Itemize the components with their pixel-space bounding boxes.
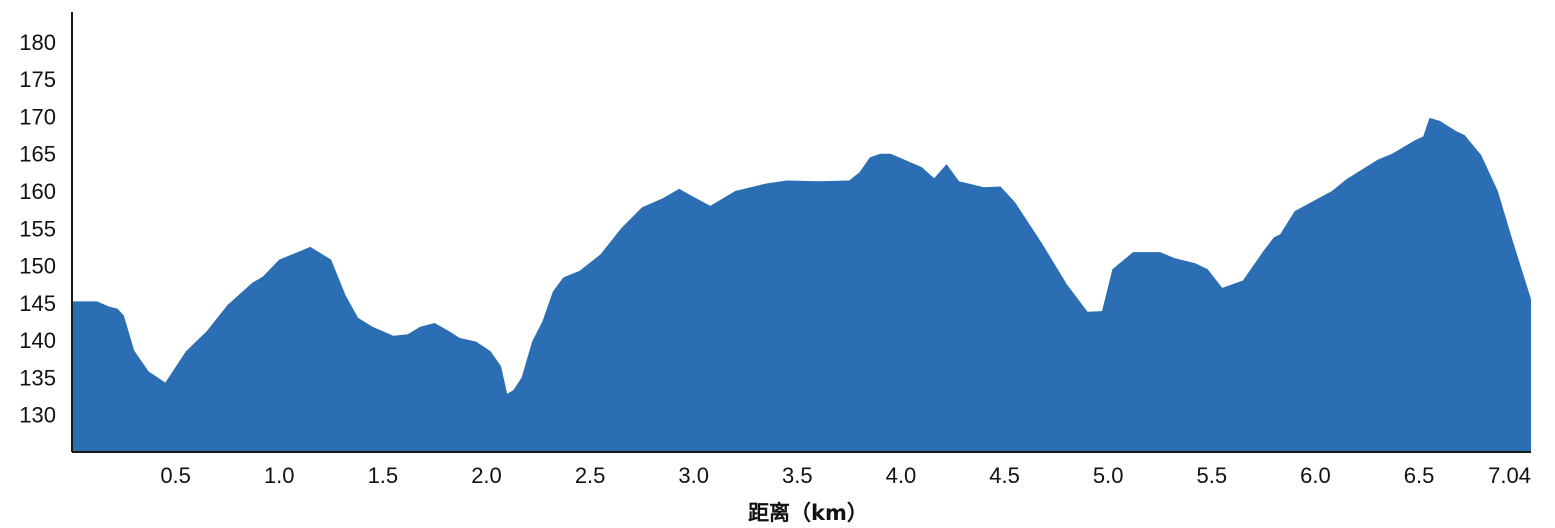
y-tick-label: 155 xyxy=(19,216,56,241)
x-tick-label: 6.5 xyxy=(1404,463,1435,488)
axis-layer xyxy=(71,12,1531,453)
x-tick-label: 4.5 xyxy=(989,463,1020,488)
y-tick-label: 180 xyxy=(19,30,56,55)
x-tick-label: 3.5 xyxy=(782,463,813,488)
x-tick-label: 0.5 xyxy=(160,463,191,488)
x-tick-label: 1.0 xyxy=(264,463,295,488)
x-tick-label: 5.0 xyxy=(1093,463,1124,488)
y-tick-label: 130 xyxy=(19,403,56,428)
y-tick-label: 170 xyxy=(19,104,56,129)
y-tick-label: 140 xyxy=(19,328,56,353)
x-axis-title: 距离（km） xyxy=(748,501,868,525)
y-tick-label: 150 xyxy=(19,254,56,279)
x-tick-label: 3.0 xyxy=(678,463,709,488)
x-tick-label: 4.0 xyxy=(886,463,917,488)
y-tick-label: 165 xyxy=(19,142,56,167)
x-tick-label: 2.0 xyxy=(471,463,502,488)
x-tick-label: 2.5 xyxy=(575,463,606,488)
y-tick-label: 160 xyxy=(19,179,56,204)
x-tick-label: 7.04 xyxy=(1488,463,1531,488)
y-tick-label: 145 xyxy=(19,291,56,316)
y-tick-labels: 130 135 140 145 150 155 160 165 170 175 180 xyxy=(19,30,56,428)
x-tick-label: 6.0 xyxy=(1300,463,1331,488)
elevation-area xyxy=(72,117,1531,453)
area-layer xyxy=(72,117,1531,453)
x-tick-labels: 0.5 1.0 1.5 2.0 2.5 3.0 3.5 4.0 4.5 5.0 5.5 6.0 6.5 7… xyxy=(160,463,1531,488)
y-tick-label: 135 xyxy=(19,365,56,390)
x-tick-label: 5.5 xyxy=(1197,463,1228,488)
x-tick-label: 1.5 xyxy=(368,463,399,488)
y-tick-label: 175 xyxy=(19,67,56,92)
